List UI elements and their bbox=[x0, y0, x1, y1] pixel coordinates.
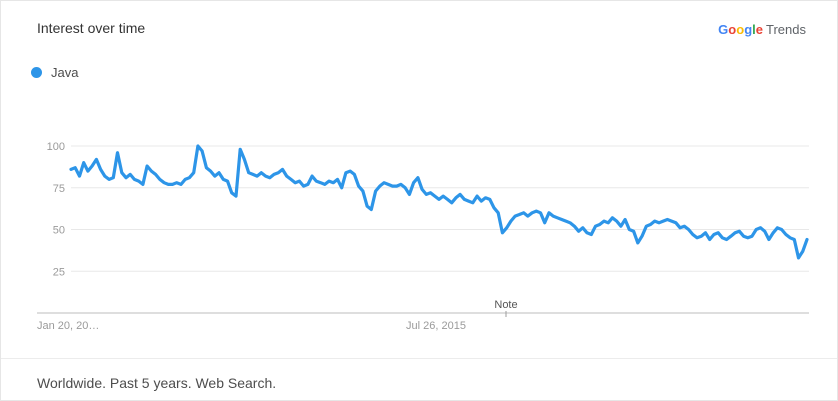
legend-dot-icon bbox=[31, 67, 42, 78]
y-tick-label: 75 bbox=[53, 183, 65, 195]
series-line-java[interactable] bbox=[69, 144, 809, 260]
y-tick-label: 100 bbox=[47, 141, 65, 153]
google-letter: G bbox=[718, 22, 729, 37]
footer-note: Worldwide. Past 5 years. Web Search. bbox=[37, 375, 277, 391]
y-axis-ticks: 100 75 50 25 bbox=[47, 141, 65, 278]
y-tick-label: 25 bbox=[53, 266, 65, 278]
x-axis-ticks: Jan 20, 20… Jul 26, 2015 bbox=[37, 320, 466, 332]
trends-wordmark: Trends bbox=[766, 22, 806, 37]
gridlines bbox=[71, 145, 809, 272]
series-layer bbox=[69, 144, 809, 260]
footer-divider bbox=[1, 358, 837, 359]
google-letter: l bbox=[752, 22, 756, 37]
google-trends-logo: Google Trends bbox=[718, 22, 806, 37]
google-letter: g bbox=[744, 22, 753, 37]
card-title: Interest over time bbox=[37, 20, 146, 36]
y-tick-label: 50 bbox=[53, 225, 65, 237]
x-tick-label: Jul 26, 2015 bbox=[406, 320, 466, 332]
x-tick-label: Jan 20, 20… bbox=[37, 320, 99, 332]
chart-note[interactable]: Note bbox=[494, 299, 518, 317]
line-chart[interactable]: 100 75 50 25 Jan 20, 20… Jul 26, 2015 Note bbox=[1, 1, 838, 361]
note-label[interactable]: Note bbox=[494, 299, 517, 311]
google-letter: e bbox=[755, 22, 764, 37]
google-letter: o bbox=[728, 22, 737, 37]
legend-series-label: Java bbox=[51, 65, 79, 80]
google-letter: o bbox=[736, 22, 745, 37]
legend[interactable]: Java bbox=[31, 65, 78, 80]
google-wordmark: Google bbox=[718, 22, 763, 37]
